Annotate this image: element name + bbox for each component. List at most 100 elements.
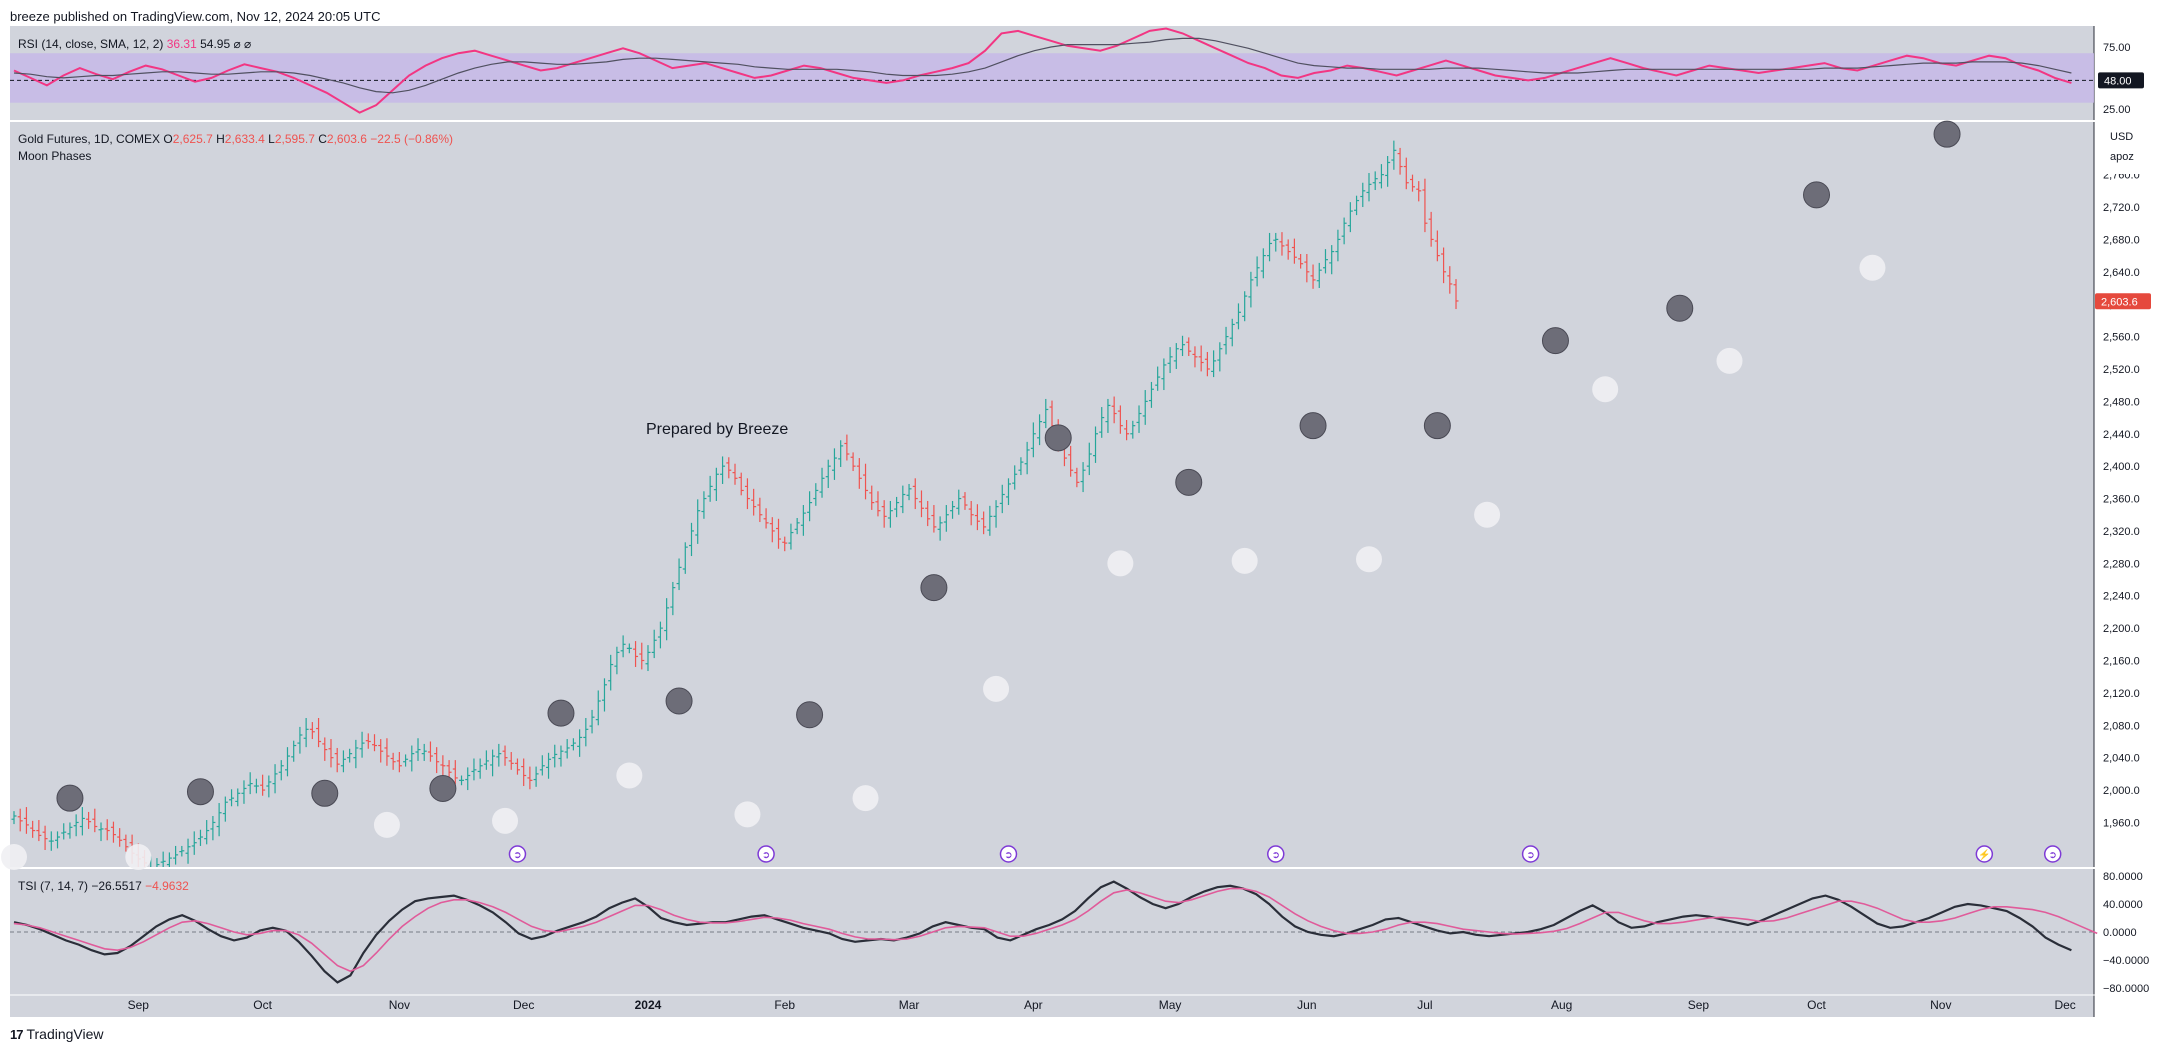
price-bar[interactable] [1155,366,1161,391]
price-bar[interactable] [508,752,514,770]
price-bar[interactable] [452,760,458,785]
price-bar[interactable] [1366,173,1372,202]
price-bar[interactable] [676,558,682,591]
price-bar[interactable] [384,738,390,766]
price-bar[interactable] [1142,390,1148,425]
price-bar[interactable] [968,500,974,526]
price-bar[interactable] [1030,422,1036,458]
price-bar[interactable] [844,434,850,461]
price-bar[interactable] [1086,442,1092,476]
time-axis-panel[interactable] [10,995,2094,1017]
price-bar[interactable] [1304,253,1310,283]
price-bar[interactable] [1391,140,1397,170]
price-bar[interactable] [1124,420,1130,441]
price-bar[interactable] [1223,326,1229,355]
price-bar[interactable] [950,500,956,519]
price-bar[interactable] [347,748,353,763]
price-bar[interactable] [1341,217,1347,245]
price-bar[interactable] [253,778,259,794]
price-bar[interactable] [564,739,570,759]
price-bar[interactable] [235,788,241,807]
price-bar[interactable] [353,739,359,769]
price-bar[interactable] [1310,264,1316,289]
price-bar[interactable] [204,820,210,845]
price-bar[interactable] [241,780,247,804]
price-bar[interactable] [831,448,837,480]
price-bar[interactable] [987,505,993,536]
price-bar[interactable] [483,750,489,770]
price-bar[interactable] [328,739,334,768]
price-bar[interactable] [1235,303,1241,330]
price-bar[interactable] [850,452,856,472]
price-bar[interactable] [974,504,980,531]
price-bar[interactable] [79,807,85,836]
price-bar[interactable] [427,741,433,762]
price-bar[interactable] [1161,358,1167,391]
price-bar[interactable] [396,752,402,773]
price-bar[interactable] [931,505,937,533]
price-bar[interactable] [763,508,769,529]
price-bar[interactable] [769,517,775,543]
price-bar[interactable] [546,752,552,779]
price-bar[interactable] [284,747,290,777]
price-bar[interactable] [48,831,54,851]
price-bar[interactable] [838,440,844,467]
price-bar[interactable] [744,478,750,510]
price-bar[interactable] [738,472,744,496]
price-bar[interactable] [1441,247,1447,284]
price-bar[interactable] [856,458,862,489]
price-bar[interactable] [297,726,303,754]
price-bar[interactable] [651,629,657,659]
price-bar[interactable] [776,518,782,549]
price-bar[interactable] [390,752,396,770]
price-bar[interactable] [620,635,626,658]
price-bar[interactable] [1260,248,1266,279]
price-bar[interactable] [1024,441,1030,475]
price-bar[interactable] [1204,351,1210,377]
price-bar[interactable] [1291,238,1297,264]
price-bar[interactable] [156,858,160,867]
price-bar[interactable] [191,831,197,855]
price-bar[interactable] [688,522,694,557]
price-bar[interactable] [1428,211,1434,247]
price-bar[interactable] [1416,181,1422,202]
price-bar[interactable] [359,731,365,758]
price-bar[interactable] [210,815,216,841]
price-bar[interactable] [906,483,912,501]
price-bar[interactable] [937,516,943,541]
price-bar[interactable] [552,744,558,768]
price-bar[interactable] [365,733,371,749]
price-bar[interactable] [1248,271,1254,308]
price-bar[interactable] [1453,279,1459,310]
price-bar[interactable] [558,745,564,767]
price-bar[interactable] [589,709,595,734]
price-bar[interactable] [1329,245,1335,275]
price-bar[interactable] [1403,157,1409,190]
price-bar[interactable] [639,642,645,670]
price-bar[interactable] [1360,182,1366,208]
price-bar[interactable] [291,740,297,762]
price-bar[interactable] [36,820,42,842]
price-bar[interactable] [222,796,228,822]
split-event-icon[interactable]: ➲ [508,845,527,863]
price-bar[interactable] [496,743,502,767]
price-bar[interactable] [1354,195,1360,216]
price-bar[interactable] [1410,174,1416,192]
price-bar[interactable] [229,789,235,807]
price-bar[interactable] [378,739,384,763]
price-bar[interactable] [1074,467,1080,488]
price-bar[interactable] [459,775,465,786]
price-bar[interactable] [881,500,887,528]
price-bar[interactable] [981,511,987,535]
price-bar[interactable] [925,500,931,527]
price-bar[interactable] [110,821,116,843]
price-bar[interactable] [732,463,738,485]
price-bar[interactable] [900,485,906,514]
price-bar[interactable] [260,774,266,796]
price-bar[interactable] [303,718,309,748]
price-bar[interactable] [1447,266,1453,294]
price-bar[interactable] [1279,232,1285,256]
price-bar[interactable] [707,475,713,502]
price-bar[interactable] [825,459,831,489]
price-bar[interactable] [266,775,272,798]
